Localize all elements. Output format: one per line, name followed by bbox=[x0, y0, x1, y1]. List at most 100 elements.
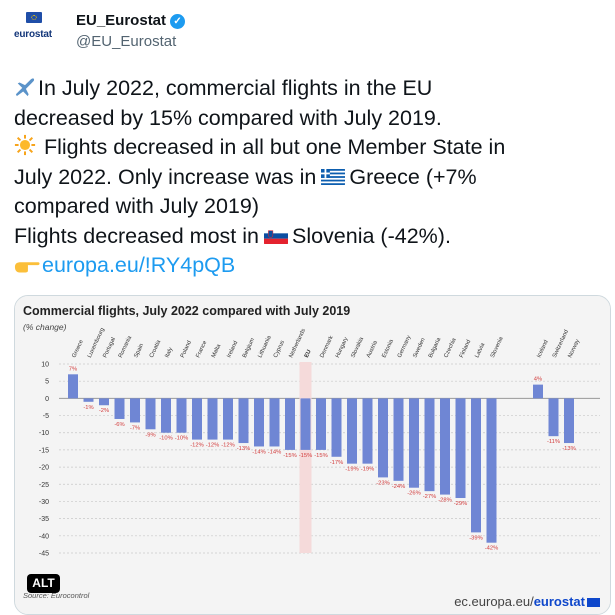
y-tick-label: -20 bbox=[39, 465, 49, 472]
greece-flag-icon bbox=[321, 168, 346, 185]
media-card[interactable]: Commercial flights, July 2022 compared w… bbox=[14, 295, 611, 615]
y-tick-label: -35 bbox=[39, 516, 49, 523]
bar-croatia bbox=[145, 398, 156, 430]
bar-luxembourg bbox=[83, 398, 94, 402]
y-tick-label: -45 bbox=[39, 551, 49, 558]
tweet-line-6b-text: Slovenia (-42%). bbox=[291, 223, 451, 248]
bar-latvia bbox=[471, 398, 481, 533]
bar-hungary bbox=[331, 398, 342, 457]
logo-brand: eurostat bbox=[533, 594, 585, 609]
tweet-line-6a-text: Flights decreased most in bbox=[14, 223, 259, 248]
chart-background bbox=[15, 296, 610, 614]
data-label: -12% bbox=[190, 443, 204, 449]
data-label: -14% bbox=[252, 449, 266, 455]
bar-slovakia bbox=[347, 398, 357, 464]
data-label: -14% bbox=[268, 449, 282, 455]
data-label: -28% bbox=[438, 498, 452, 504]
bar-switzerland bbox=[548, 398, 559, 437]
tweet-line-1: In July 2022, commercial flights in the … bbox=[14, 74, 609, 104]
avatar-label: eurostat bbox=[14, 29, 52, 40]
y-tick-label: 0 bbox=[45, 396, 49, 403]
data-label: -12% bbox=[206, 443, 220, 449]
bar-slovenia bbox=[486, 398, 497, 543]
data-label: -15% bbox=[314, 453, 328, 459]
data-label: -7% bbox=[130, 425, 140, 431]
data-label: -29% bbox=[454, 501, 468, 507]
bar-iceland bbox=[533, 384, 543, 399]
bar-spain bbox=[130, 398, 140, 423]
tweet-line-3: Flights decreased in all but one Member … bbox=[14, 133, 609, 163]
data-label: -24% bbox=[392, 484, 406, 490]
tweet-text: In July 2022, commercial flights in the … bbox=[14, 74, 609, 281]
bar-malta bbox=[207, 398, 218, 440]
bar-lithuania bbox=[254, 398, 264, 447]
tweet-line-1-text: In July 2022, commercial flights in the … bbox=[38, 76, 433, 100]
data-label: -1% bbox=[83, 405, 93, 411]
tweet-link[interactable]: europa.eu/!RY4pQB bbox=[42, 253, 236, 277]
pointing-hand-icon bbox=[14, 262, 40, 273]
bar-czechia bbox=[440, 398, 450, 495]
data-label: -13% bbox=[562, 446, 576, 452]
data-label: -9% bbox=[145, 432, 155, 438]
alt-badge[interactable]: ALT bbox=[27, 574, 60, 593]
tweet-line-2: decreased by 15% compared with July 2019… bbox=[14, 105, 442, 130]
data-label: -15% bbox=[299, 453, 313, 459]
data-label: -39% bbox=[469, 535, 483, 541]
slovenia-flag-icon bbox=[263, 227, 288, 244]
y-tick-label: -30 bbox=[39, 499, 49, 506]
chart-source: Source: Eurocontrol bbox=[23, 591, 90, 600]
data-label: -12% bbox=[221, 443, 235, 449]
bar-bulgaria bbox=[424, 398, 435, 492]
tweet-line-5: compared with July 2019) bbox=[14, 194, 259, 218]
bar-netherlands bbox=[285, 398, 295, 450]
data-label: -23% bbox=[376, 480, 390, 486]
bar-austria bbox=[362, 398, 373, 464]
bar-estonia bbox=[378, 398, 388, 478]
avatar[interactable]: eurostat bbox=[14, 12, 60, 52]
user-handle[interactable]: @EU_Eurostat bbox=[76, 33, 177, 50]
bar-eu bbox=[300, 398, 311, 450]
logo-flag-icon bbox=[587, 598, 600, 607]
bar-belgium bbox=[238, 398, 249, 444]
data-label: -10% bbox=[175, 436, 189, 442]
logo-prefix: ec.europa.eu/ bbox=[454, 594, 534, 609]
data-label: -10% bbox=[159, 436, 173, 442]
category-label: EU bbox=[304, 349, 313, 359]
sun-icon bbox=[14, 134, 36, 156]
y-tick-label: -10 bbox=[39, 430, 49, 437]
y-tick-label: -25 bbox=[39, 482, 49, 489]
bar-poland bbox=[176, 398, 187, 433]
y-tick-label: -40 bbox=[39, 533, 49, 540]
eurostat-logo: ec.europa.eu/eurostat bbox=[454, 594, 600, 609]
bar-sweden bbox=[409, 398, 419, 488]
tweet-line-7: europa.eu/!RY4pQB bbox=[14, 251, 609, 281]
tweet-line-3-text: Flights decreased in all but one Member … bbox=[38, 135, 506, 159]
data-label: -27% bbox=[423, 494, 437, 500]
category-label: Malta bbox=[211, 343, 223, 359]
tweet-header: eurostat EU_Eurostat ✓ @EU_Eurostat bbox=[14, 8, 604, 54]
data-label: 4% bbox=[534, 377, 542, 383]
data-label: -11% bbox=[547, 439, 560, 445]
data-label: -19% bbox=[345, 467, 359, 473]
bar-france bbox=[192, 398, 202, 440]
eu-flag-icon bbox=[26, 12, 42, 23]
display-name[interactable]: EU_Eurostat ✓ bbox=[76, 12, 186, 29]
bar-ireland bbox=[223, 398, 233, 440]
y-tick-label: -15 bbox=[39, 447, 49, 454]
y-tick-label: 10 bbox=[41, 362, 49, 369]
bar-finland bbox=[455, 398, 466, 499]
data-label: -2% bbox=[99, 408, 109, 414]
y-tick-label: 5 bbox=[45, 379, 49, 386]
tweet-line-4: July 2022. Only increase was in Greece (+… bbox=[14, 163, 609, 193]
bar-germany bbox=[393, 398, 404, 481]
bar-norway bbox=[564, 398, 574, 444]
tweet-line-4b-text: Greece (+7% bbox=[349, 164, 477, 189]
data-label: -19% bbox=[361, 467, 375, 473]
flights-chart: Commercial flights, July 2022 compared w… bbox=[15, 296, 610, 614]
category-label: Spain bbox=[133, 343, 145, 359]
verified-badge-icon: ✓ bbox=[170, 14, 186, 29]
data-label: -15% bbox=[283, 453, 297, 459]
bar-romania bbox=[114, 398, 125, 419]
chart-title: Commercial flights, July 2022 compared w… bbox=[23, 304, 350, 318]
data-label: -17% bbox=[330, 460, 344, 466]
